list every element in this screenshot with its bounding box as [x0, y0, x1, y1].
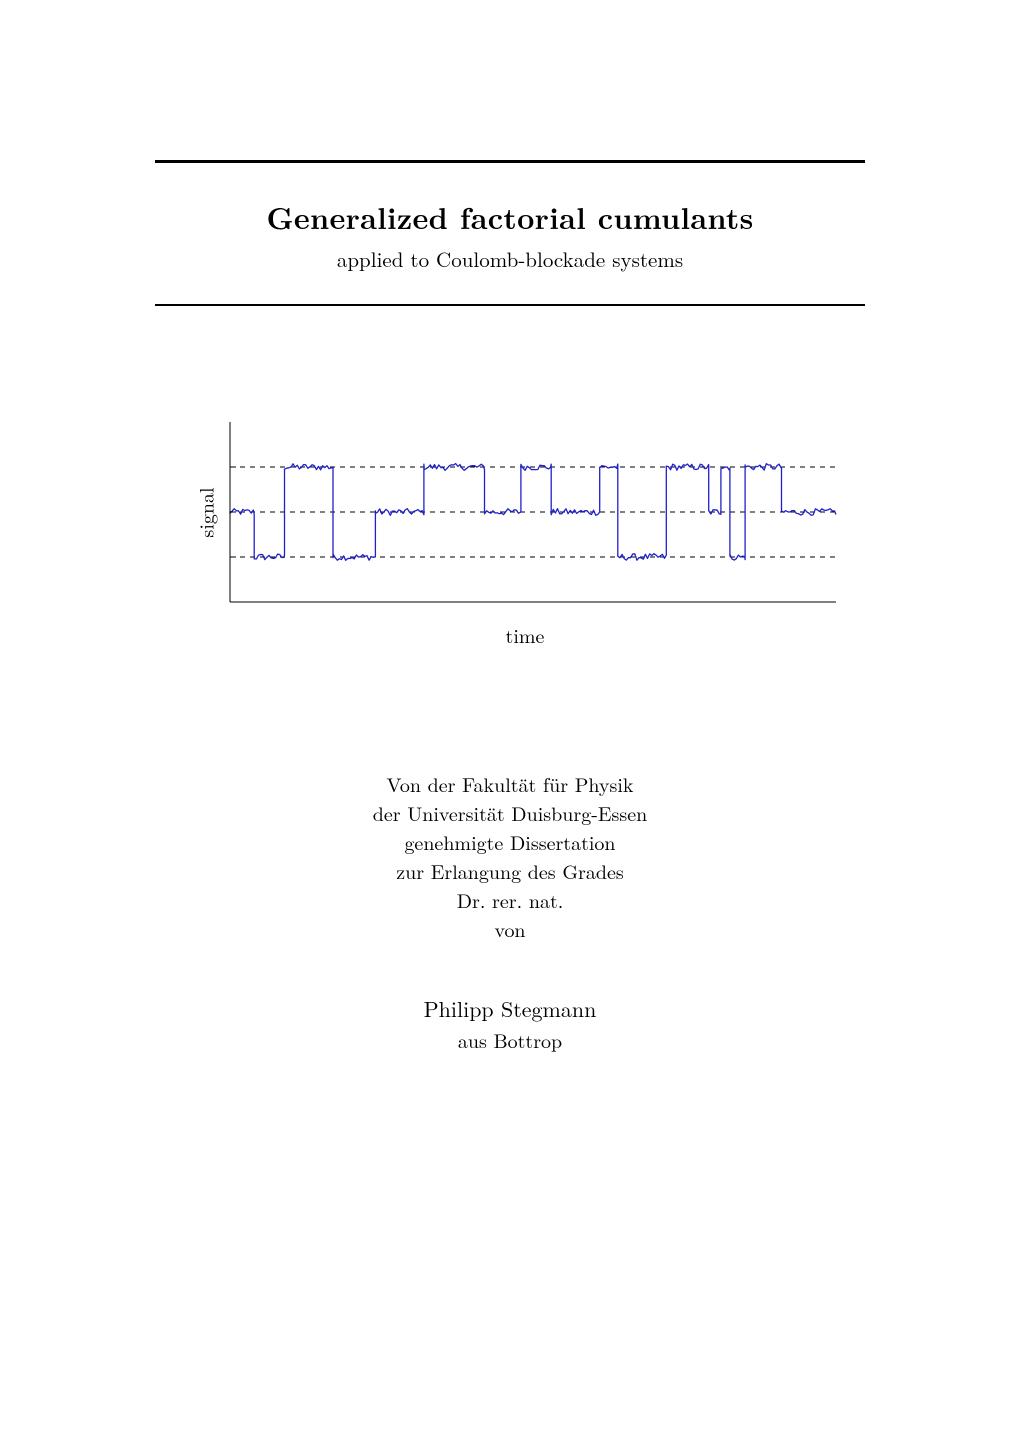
footer-line: Von der Fakultät für Physik	[155, 769, 865, 798]
footer-line: der Universität Duisburg-Essen	[155, 798, 865, 827]
main-title: Generalized factorial cumulants	[155, 195, 865, 238]
footer-line: von	[155, 914, 865, 943]
footer-line: genehmigte Dissertation	[155, 827, 865, 856]
title-block: Generalized factorial cumulants applied …	[155, 195, 865, 274]
footer-line: zur Erlangung des Grades	[155, 856, 865, 885]
author-name: Philipp Stegmann	[155, 993, 865, 1025]
chart-svg	[220, 414, 840, 610]
signal-chart: signal time	[155, 414, 865, 649]
dissertation-info: Von der Fakultät für Physik der Universi…	[155, 769, 865, 1054]
subtitle: applied to Coulomb-blockade systems	[155, 244, 865, 274]
footer-line: Dr. rer. nat.	[155, 885, 865, 914]
bottom-rule	[155, 304, 865, 306]
x-axis-label: time	[506, 620, 545, 649]
y-axis-label: signal	[191, 487, 220, 537]
top-rule	[155, 160, 865, 163]
author-origin: aus Bottrop	[155, 1025, 865, 1054]
